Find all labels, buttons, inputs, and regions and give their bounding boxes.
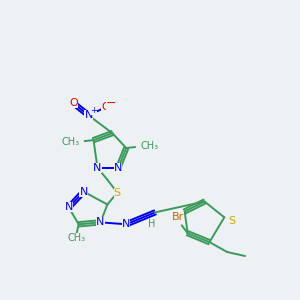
Text: O: O <box>101 102 110 112</box>
Text: N: N <box>80 187 88 196</box>
Text: CH₃: CH₃ <box>140 141 158 151</box>
Text: S: S <box>114 188 121 198</box>
Text: H: H <box>148 219 156 229</box>
Text: +: + <box>90 106 97 115</box>
Text: O: O <box>69 98 78 108</box>
Text: N: N <box>114 163 122 173</box>
Text: Br: Br <box>172 212 184 222</box>
Text: CH₃: CH₃ <box>68 233 86 243</box>
Text: CH₃: CH₃ <box>61 137 80 147</box>
Text: S: S <box>229 216 236 226</box>
Text: −: − <box>106 97 117 110</box>
Text: N: N <box>64 202 73 212</box>
Text: N: N <box>93 163 102 173</box>
Text: N: N <box>122 219 130 229</box>
Text: N: N <box>96 217 105 227</box>
Text: N: N <box>84 110 93 120</box>
